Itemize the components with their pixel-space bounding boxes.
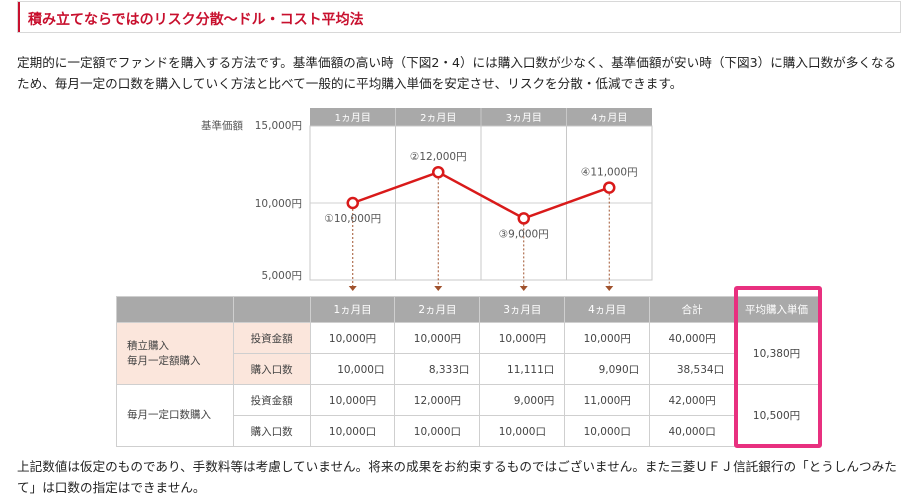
group-name-line: 積立購入	[127, 339, 169, 352]
table-cell: 42,000円	[649, 384, 736, 416]
data-label: ③9,000円	[499, 228, 549, 240]
table-header-row: 1ヵ月目 2ヵ月目 3ヵ月目 4ヵ月目 合計 平均購入単価	[116, 296, 819, 323]
chart-month-label: 2ヵ月目	[420, 112, 456, 124]
data-label: ①10,000円	[324, 213, 381, 225]
table-row: 購入口数 10,000口 8,333口 11,111口 9,090口 38,53…	[117, 353, 819, 385]
chart-month-label: 1ヵ月目	[335, 112, 371, 124]
data-point	[517, 212, 530, 225]
table-cell: 40,000円	[649, 322, 736, 354]
table-cell: 10,000口	[309, 415, 396, 447]
down-arrow-icon	[434, 286, 443, 291]
y-tick-label: 15,000円	[255, 120, 302, 132]
table-cell: 10,000口	[564, 415, 651, 447]
header-month-3: 3ヵ月目	[479, 296, 566, 323]
y-tick-label: 10,000円	[255, 198, 302, 210]
average-cell: 10,380円	[734, 322, 819, 385]
down-arrow-icon	[348, 286, 357, 291]
table-cell: 10,000円	[479, 322, 566, 354]
header-month-1: 1ヵ月目	[309, 296, 396, 323]
table-cell: 10,000円	[309, 384, 396, 416]
chart-month-label: 3ヵ月目	[506, 112, 542, 124]
table-cell: 9,090口	[564, 353, 651, 385]
table-cell: 10,000口	[479, 415, 566, 447]
data-label: ④11,000円	[581, 167, 638, 179]
table-cell: 9,000円	[479, 384, 566, 416]
section-title: 積み立てならではのリスク分散〜ドル・コスト平均法	[28, 12, 364, 28]
data-point	[432, 165, 445, 179]
table-cell: 11,111口	[479, 353, 566, 385]
table-cell: 8,333口	[394, 353, 481, 385]
y-tick-label: 5,000円	[261, 270, 302, 282]
average-cell: 10,500円	[734, 384, 819, 447]
table-cell: 38,534口	[649, 353, 736, 385]
row-label: 購入口数	[232, 415, 311, 447]
row-label: 投資金額	[232, 384, 311, 416]
table-cell: 10,000円	[394, 322, 481, 354]
table-cell: 10,000円	[564, 322, 651, 354]
data-point	[346, 196, 359, 210]
header-total: 合計	[649, 296, 736, 323]
header-blank	[116, 296, 234, 323]
group-name: 毎月一定口数購入	[116, 384, 234, 447]
y-axis-label: 基準価額	[201, 119, 243, 132]
header-blank-2	[232, 296, 311, 323]
average-highlight-box	[734, 286, 822, 448]
footnote-text: 上記数値は仮定のものであり、手数料等は考慮していません。将来の成果をお約束するも…	[17, 459, 897, 495]
table-cell: 10,000口	[309, 353, 396, 385]
row-label: 投資金額	[232, 322, 311, 354]
group-name-line: 毎月一定額購入	[127, 354, 201, 367]
table-row: 毎月一定口数購入 投資金額 10,000円 12,000円 9,000円 11,…	[116, 384, 819, 447]
table-cell: 40,000口	[649, 415, 736, 447]
down-arrow-icon	[605, 286, 614, 291]
down-arrow-icon	[519, 286, 528, 291]
data-point	[603, 181, 616, 194]
description-text: 定期的に一定額でファンドを購入する方法です。基準価額の高い時（下図2・4）には購…	[17, 55, 897, 91]
table-row: 購入口数 10,000口 10,000口 10,000口 10,000口 40,…	[117, 415, 819, 447]
section-header: 積み立てならではのリスク分散〜ドル・コスト平均法	[17, 1, 901, 33]
header-accent-bar	[18, 2, 20, 32]
table-cell: 10,000口	[394, 415, 481, 447]
table-row: 積立購入 毎月一定額購入 投資金額 10,000円 10,000円 10,000…	[116, 322, 819, 385]
table-cell: 10,000円	[309, 322, 396, 354]
group-name-line: 毎月一定口数購入	[127, 409, 211, 421]
comparison-table: 1ヵ月目 2ヵ月目 3ヵ月目 4ヵ月目 合計 平均購入単価 積立購入 毎月一定額…	[116, 296, 819, 447]
row-label: 購入口数	[232, 353, 311, 385]
table-cell: 12,000円	[394, 384, 481, 416]
header-month-2: 2ヵ月目	[394, 296, 481, 323]
group-name: 積立購入 毎月一定額購入	[116, 322, 234, 385]
header-average: 平均購入単価	[734, 296, 819, 323]
price-line	[352, 170, 610, 220]
data-label: ②12,000円	[410, 151, 467, 163]
chart-month-label: 4ヵ月目	[591, 112, 627, 124]
header-month-4: 4ヵ月目	[564, 296, 651, 323]
table-cell: 11,000円	[564, 384, 651, 416]
